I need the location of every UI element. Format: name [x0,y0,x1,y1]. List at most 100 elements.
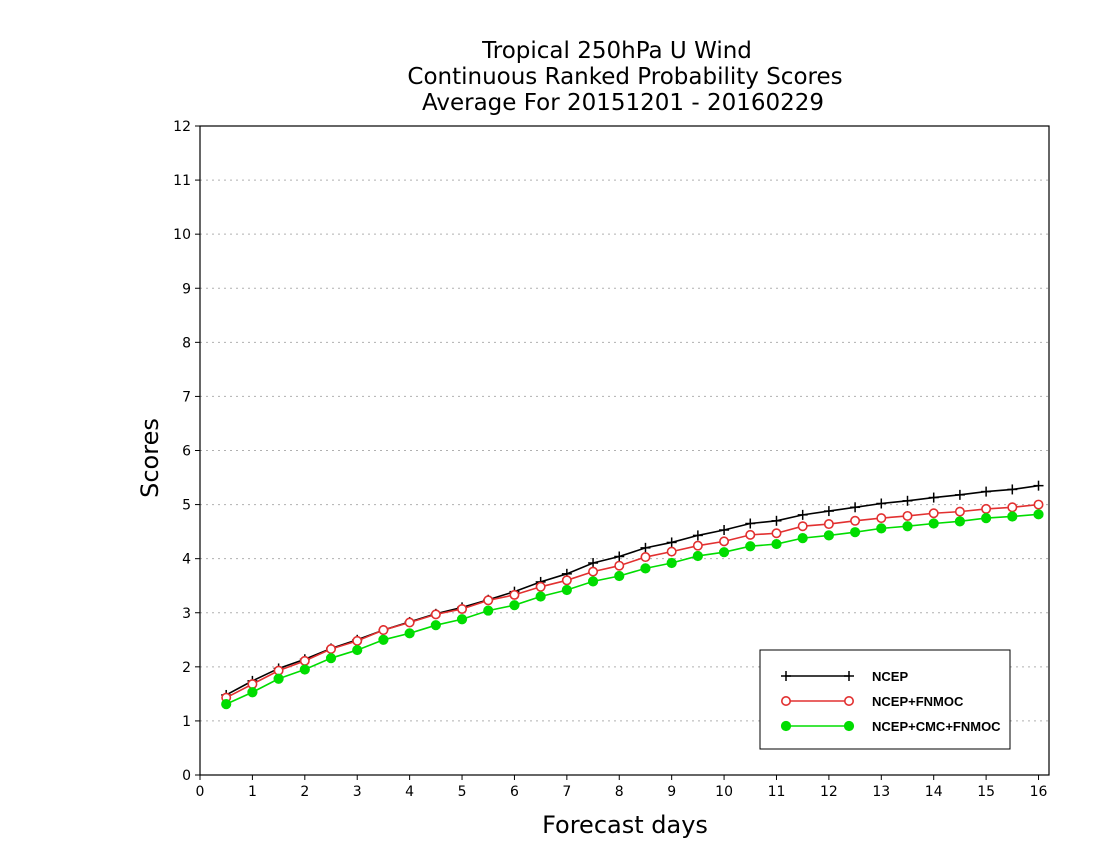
data-point-ncep-cmc-fnmoc [561,584,572,596]
plot-area [221,480,1044,710]
data-point-ncep-fnmoc [1033,499,1044,510]
legend-label: NCEP+FNMOC [872,694,964,709]
data-point-ncep-fnmoc [378,625,389,636]
chart-title-line-3: Average For 20151201 - 20160229 [422,90,824,116]
data-point-ncep [823,506,834,517]
y-tick-label: 4 [182,552,191,568]
data-point-ncep-fnmoc [876,513,887,524]
data-point-ncep-fnmoc [823,519,834,530]
data-point-ncep [719,525,730,536]
data-point-ncep [771,515,782,526]
y-tick-label: 0 [182,768,191,784]
data-point-ncep-fnmoc [719,536,730,547]
data-point-ncep-cmc-fnmoc [876,523,887,534]
data-point-ncep-cmc-fnmoc [692,550,703,562]
legend-swatch-marker [781,671,791,681]
data-point-ncep-fnmoc [561,575,572,586]
x-tick-label: 15 [977,784,995,800]
data-point-ncep-cmc-fnmoc [352,644,363,656]
grid-lines [200,179,1049,722]
data-point-ncep-fnmoc [928,508,939,519]
data-point-ncep-fnmoc [640,552,651,563]
data-point-ncep-cmc-fnmoc [247,687,258,698]
data-point-ncep-fnmoc [352,635,363,646]
data-point-ncep-cmc-fnmoc [1007,511,1018,522]
x-tick-label: 8 [615,784,624,800]
y-tick-label: 1 [182,714,191,730]
data-point-ncep-cmc-fnmoc [954,516,966,527]
data-point-ncep-fnmoc [771,528,782,539]
data-point-ncep-cmc-fnmoc [928,518,939,529]
data-point-ncep-cmc-fnmoc [430,620,441,631]
x-tick-label: 4 [405,784,414,800]
legend-label: NCEP [872,669,908,684]
chart-title-line-1: Tropical 250hPa U Wind [481,38,752,64]
data-point-ncep [640,542,651,553]
data-point-ncep [876,498,887,509]
legend-box [759,649,1011,750]
legend-label: NCEP+CMC+FNMOC [872,719,1001,734]
data-point-ncep-cmc-fnmoc [640,563,651,574]
data-point-ncep [1007,484,1018,495]
data-point-ncep-fnmoc [483,595,494,606]
data-point-ncep-cmc-fnmoc [666,557,677,569]
data-point-ncep-cmc-fnmoc [456,614,468,625]
x-tick-label: 3 [353,784,362,800]
y-axis-label: Scores [136,418,164,498]
legend-swatch-marker [843,695,854,706]
data-point-ncep-fnmoc [692,540,703,551]
y-tick-label: 11 [173,173,191,189]
data-point-ncep-cmc-fnmoc [771,538,782,550]
data-point-ncep-fnmoc [954,506,965,517]
y-tick-label: 2 [182,660,191,676]
legend-swatch-marker [843,720,855,732]
data-point-ncep-fnmoc [326,643,337,654]
data-point-ncep-cmc-fnmoc [509,600,520,611]
data-point-ncep-cmc-fnmoc [483,605,494,616]
legend-item-ncep-cmc-fnmoc: NCEP+CMC+FNMOC [780,719,1001,734]
x-axis: 0 1 2 3 4 5 6 7 8 9 10 11 12 13 14 15 16 [196,775,1048,800]
legend-swatch-marker [844,671,854,681]
data-point-ncep-fnmoc [1007,502,1018,513]
series-ncep-fnmoc [221,499,1044,703]
data-point-ncep-fnmoc [457,603,468,614]
legend-swatch-marker [780,695,791,706]
y-tick-label: 9 [182,281,191,297]
x-tick-label: 6 [510,784,519,800]
x-tick-label: 7 [562,784,571,800]
data-point-ncep-cmc-fnmoc [221,699,232,710]
data-point-ncep-cmc-fnmoc [404,628,415,639]
data-point-ncep [588,557,599,568]
data-point-ncep [745,518,756,529]
data-point-ncep [954,489,965,500]
y-tick-label: 8 [182,335,191,351]
y-tick-label: 10 [173,227,191,243]
data-point-ncep-cmc-fnmoc [902,521,913,532]
legend-swatch-marker [780,720,792,732]
data-point-ncep-fnmoc [902,510,913,521]
x-tick-label: 0 [196,784,205,800]
x-axis-label: Forecast days [542,811,708,839]
data-point-ncep-cmc-fnmoc [299,664,310,675]
data-point-ncep [614,551,625,562]
legend: NCEP NCEP+FNMOC NCEP+CMC+FNMOC [759,649,1011,750]
data-point-ncep-fnmoc [850,515,861,526]
legend-item-ncep-fnmoc: NCEP+FNMOC [780,694,964,709]
series-ncep-cmc-fnmoc [221,509,1044,710]
data-point-ncep-fnmoc [509,589,520,600]
data-point-ncep-cmc-fnmoc [718,547,730,558]
data-point-ncep-fnmoc [404,617,415,628]
data-point-ncep-cmc-fnmoc [614,570,625,582]
data-point-ncep-fnmoc [666,546,677,557]
x-tick-label: 16 [1030,784,1048,800]
chart-title-line-2: Continuous Ranked Probability Scores [407,64,842,90]
data-point-ncep-fnmoc [588,566,599,577]
data-point-ncep-fnmoc [247,679,258,690]
x-tick-label: 11 [768,784,786,800]
x-tick-label: 10 [715,784,733,800]
data-point-ncep-cmc-fnmoc [273,673,284,684]
data-point-ncep [692,530,703,541]
data-point-ncep [902,495,913,506]
